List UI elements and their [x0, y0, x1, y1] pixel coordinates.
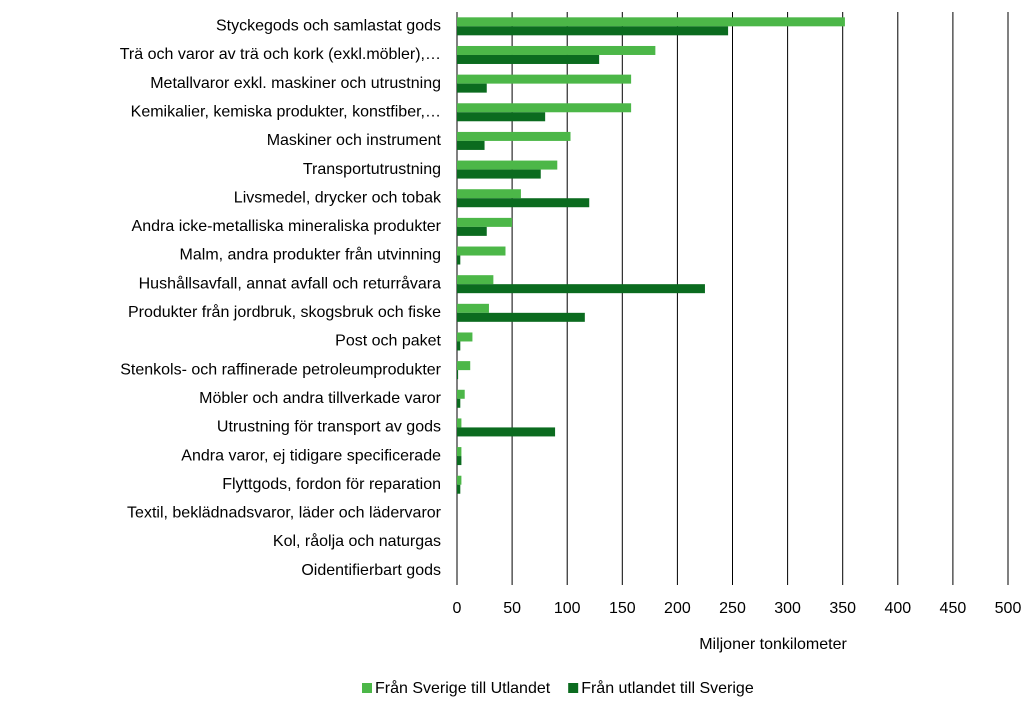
- bar: [457, 26, 729, 36]
- bar: [457, 131, 571, 141]
- bar: [457, 140, 485, 150]
- x-tick-label: 50: [503, 600, 521, 617]
- x-axis-title: Miljoner tonkilometer: [699, 636, 847, 653]
- x-tick-label: 250: [719, 600, 746, 617]
- y-tick-label: Post och paket: [335, 333, 441, 350]
- y-tick-label: Stenkols- och raffinerade petroleumprodu…: [120, 361, 441, 378]
- bar: [457, 361, 471, 371]
- bar: [457, 160, 558, 170]
- x-tick-label: 100: [554, 600, 581, 617]
- bar: [457, 303, 489, 313]
- y-tick-label: Andra icke-metalliska mineraliska produk…: [132, 218, 442, 235]
- x-tick-label: 400: [884, 600, 911, 617]
- y-tick-label: Hushållsavfall, annat avfall och returrå…: [139, 274, 441, 292]
- bar: [457, 284, 705, 294]
- y-tick-label: Kemikalier, kemiska produkter, konstfibe…: [131, 103, 441, 120]
- y-tick-label: Maskiner och instrument: [267, 132, 442, 149]
- y-tick-label: Styckegods och samlastat gods: [216, 18, 441, 35]
- y-tick-label: Andra varor, ej tidigare specificerade: [181, 447, 441, 464]
- bar: [457, 83, 487, 93]
- y-tick-label: Metallvaror exkl. maskiner och utrustnin…: [150, 75, 441, 92]
- bar: [457, 427, 556, 437]
- bar: [457, 418, 462, 428]
- y-tick-label: Produkter från jordbruk, skogsbruk och f…: [128, 303, 441, 321]
- bar: [457, 217, 513, 227]
- legend-label: Från utlandet till Sverige: [581, 679, 754, 697]
- bar: [457, 54, 600, 64]
- x-tick-label: 350: [829, 600, 856, 617]
- bar: [457, 475, 462, 485]
- x-tick-label: 500: [995, 600, 1022, 617]
- x-tick-label: 450: [940, 600, 967, 617]
- bar: [457, 275, 494, 285]
- bar: [457, 246, 506, 256]
- bar: [457, 198, 590, 208]
- bar: [457, 103, 632, 113]
- x-tick-label: 0: [453, 600, 462, 617]
- x-tick-label: 150: [609, 600, 636, 617]
- y-tick-label: Möbler och andra tillverkade varor: [199, 390, 442, 407]
- bar: [457, 45, 656, 55]
- bar: [457, 447, 462, 457]
- y-tick-label: Trä och varor av trä och kork (exkl.möbl…: [120, 46, 441, 63]
- bar: [457, 370, 459, 380]
- legend-label: Från Sverige till Utlandet: [375, 679, 551, 697]
- bar: [457, 112, 546, 122]
- y-tick-label: Textil, beklädnadsvaror, läder och läder…: [127, 505, 442, 522]
- y-tick-label: Livsmedel, drycker och tobak: [234, 189, 442, 206]
- bar: [457, 226, 487, 236]
- x-tick-label: 200: [664, 600, 691, 617]
- bar: [457, 74, 632, 84]
- bar: [457, 17, 845, 27]
- bar: [457, 398, 461, 408]
- bar: [457, 255, 461, 265]
- legend-swatch: [568, 683, 579, 693]
- y-tick-label: Flyttgods, fordon för reparation: [222, 476, 441, 493]
- bar: [457, 169, 541, 179]
- bar: [457, 456, 462, 466]
- bar: [457, 389, 465, 399]
- bar: [457, 312, 585, 322]
- legend-swatch: [362, 683, 372, 693]
- y-tick-label: Utrustning för transport av gods: [217, 419, 441, 436]
- y-tick-label: Oidentifierbart gods: [301, 562, 441, 579]
- y-tick-label: Kol, råolja och naturgas: [273, 532, 441, 550]
- bar: [457, 332, 473, 342]
- bar: [457, 189, 521, 199]
- x-tick-label: 300: [774, 600, 801, 617]
- y-tick-label: Transportutrustning: [303, 161, 441, 178]
- bar: [457, 484, 461, 494]
- y-tick-label: Malm, andra produkter från utvinning: [180, 246, 441, 264]
- bar: [457, 341, 461, 351]
